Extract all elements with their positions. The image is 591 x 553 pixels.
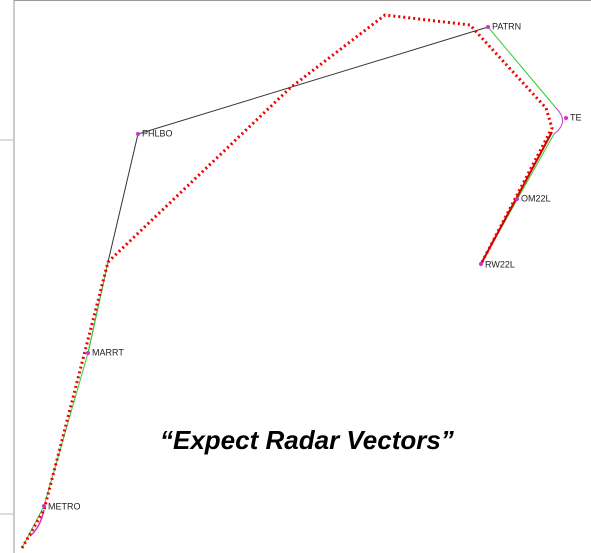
route-green	[487, 26, 557, 109]
waypoint-marker	[42, 504, 46, 508]
waypoint-label: TE	[570, 112, 582, 122]
waypoint-label: RW22L	[485, 259, 515, 269]
waypoint-marker	[136, 132, 140, 136]
waypoint-marker	[486, 25, 490, 29]
waypoint-label: PHLBO	[142, 128, 173, 138]
waypoint-marker	[515, 197, 519, 201]
waypoint-label: MARRT	[92, 347, 124, 357]
route-green	[21, 261, 109, 549]
waypoint-marker	[86, 351, 90, 355]
waypoint-label: OM22L	[521, 193, 551, 203]
turn-arc	[553, 107, 563, 135]
waypoint-label: METRO	[48, 501, 81, 511]
flown-track	[20, 13, 554, 549]
waypoint-marker	[479, 262, 483, 266]
waypoint-label: PATRN	[492, 21, 521, 31]
waypoint-markers	[42, 25, 568, 508]
caption: “Expect Radar Vectors”	[160, 425, 454, 455]
waypoint-marker	[564, 116, 568, 120]
